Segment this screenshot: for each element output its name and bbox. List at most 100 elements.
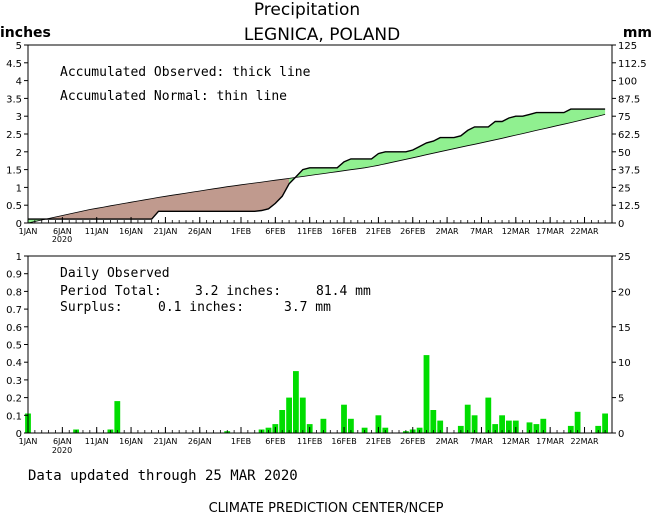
y-inches-tick-label: 2 xyxy=(16,148,22,159)
y-mm-tick-label: 87.5 xyxy=(618,94,640,105)
x-tick-label: 26FEB xyxy=(400,437,425,446)
x-tick-label: 21FEB xyxy=(366,227,391,236)
accumulated-line-layer xyxy=(27,108,606,224)
y-mm-tick-label: 12.5 xyxy=(618,201,640,212)
deficit-area xyxy=(41,178,290,220)
daily-bar xyxy=(293,371,299,433)
daily-bar xyxy=(512,420,519,433)
daily-bar xyxy=(526,422,533,433)
y-inches-tick-label: 0.7 xyxy=(6,305,22,316)
daily-bar xyxy=(286,397,292,433)
accumulated-panel: 00.511.522.533.544.55012.52537.55062.575… xyxy=(6,41,647,230)
y-mm-tick-label: 112.5 xyxy=(618,59,647,70)
accumulated-x-labels: 1JAN 6JAN 11JAN 16JAN 21JAN 26JAN 1FEB 6FEB 11FE… xyxy=(19,227,599,236)
x-tick-label: 7MAR xyxy=(470,437,493,446)
x-tick-label: 21JAN xyxy=(153,227,177,236)
x-tick-label: 11JAN xyxy=(85,437,109,446)
accumulated-normal-line xyxy=(27,114,606,224)
data-updated-note: Data updated through 25 MAR 2020 xyxy=(28,468,298,484)
y-inches-tick-label: 3 xyxy=(16,112,22,123)
y-inches-tick-label: 5 xyxy=(16,41,22,52)
y-inches-tick-label: 0.4 xyxy=(6,358,22,369)
x-tick-label: 1JAN xyxy=(19,227,38,236)
y-inches-tick-label: 1.5 xyxy=(6,166,22,177)
daily-observed-title: Daily Observed xyxy=(60,266,170,281)
left-unit-label: inches xyxy=(0,25,51,41)
accumulated-x-ticks xyxy=(27,217,613,223)
y-mm-tick-label: 15 xyxy=(618,323,631,334)
x-tick-label: 26JAN xyxy=(188,437,212,446)
y-inches-tick-label: 0.3 xyxy=(6,376,22,387)
x-tick-label: 26FEB xyxy=(400,227,425,236)
daily-bar xyxy=(320,418,327,433)
daily-bars xyxy=(25,355,608,433)
daily-bar xyxy=(299,397,306,433)
daily-bar xyxy=(533,424,540,433)
daily-bar xyxy=(485,397,492,433)
year-label-bottom: 2020 xyxy=(52,446,72,455)
legend-observed: Accumulated Observed: thick line xyxy=(60,65,311,80)
x-tick-label: 11FEB xyxy=(297,437,322,446)
x-tick-label: 22MAR xyxy=(570,437,599,446)
accumulated-fill-layer xyxy=(28,109,606,223)
surplus-label: Surplus: xyxy=(60,300,123,315)
x-tick-label: 16JAN xyxy=(119,227,143,236)
y-inches-tick-label: 1 xyxy=(16,252,22,263)
y-mm-tick-label: 5 xyxy=(618,394,624,405)
x-tick-label: 21JAN xyxy=(153,437,177,446)
y-inches-tick-label: 4.5 xyxy=(6,59,22,70)
daily-bar xyxy=(574,411,581,433)
y-inches-tick-label: 0.9 xyxy=(6,270,22,281)
x-tick-label: 1JAN xyxy=(19,437,38,446)
x-tick-label: 26JAN xyxy=(188,227,212,236)
daily-bar xyxy=(540,418,547,433)
daily-bar xyxy=(375,415,382,433)
daily-bar xyxy=(595,425,602,433)
x-tick-label: 2MAR xyxy=(436,437,459,446)
y-inches-tick-label: 0 xyxy=(16,429,22,440)
daily-bar xyxy=(464,404,471,433)
daily-bar xyxy=(471,415,478,433)
x-tick-label: 6FEB xyxy=(265,227,285,236)
x-tick-label: 11JAN xyxy=(85,227,109,236)
daily-bar xyxy=(567,425,574,433)
daily-bar xyxy=(279,410,286,433)
x-tick-label: 6FEB xyxy=(265,437,285,446)
y-inches-tick-label: 0.1 xyxy=(6,411,22,422)
year-label-top: 2020 xyxy=(52,235,72,244)
daily-bar xyxy=(341,404,347,433)
x-tick-label: 7MAR xyxy=(470,227,493,236)
daily-panel: 00.10.20.30.40.50.60.70.80.910510152025 … xyxy=(6,252,631,440)
y-inches-tick-label: 0.2 xyxy=(6,394,22,405)
surplus-area xyxy=(289,109,606,184)
y-mm-tick-label: 62.5 xyxy=(618,130,640,141)
x-tick-label: 1FEB xyxy=(231,437,251,446)
x-tick-label: 6JAN xyxy=(53,227,72,236)
x-tick-label: 12MAR xyxy=(502,227,531,236)
accumulated-observed-line xyxy=(28,108,606,220)
accumulated-y-axes: 00.511.522.533.544.55012.52537.55062.575… xyxy=(6,41,647,230)
y-inches-tick-label: 2.5 xyxy=(6,130,22,141)
y-mm-tick-label: 25 xyxy=(618,252,631,263)
y-inches-tick-label: 0.6 xyxy=(6,323,22,334)
y-mm-tick-label: 75 xyxy=(618,112,631,123)
daily-x-ticks xyxy=(27,427,613,433)
y-mm-tick-label: 0 xyxy=(618,219,624,230)
period-total-label: Period Total: xyxy=(60,284,162,299)
daily-bar xyxy=(457,425,464,433)
y-inches-tick-label: 0.8 xyxy=(6,287,22,298)
y-mm-tick-label: 10 xyxy=(618,358,631,369)
period-total-mm: 81.4 mm xyxy=(316,284,371,299)
period-total-inches: 3.2 inches: xyxy=(195,284,281,299)
y-mm-tick-label: 20 xyxy=(618,287,631,298)
x-tick-label: 12MAR xyxy=(502,437,531,446)
y-inches-tick-label: 3.5 xyxy=(6,94,22,105)
legend-normal: Accumulated Normal: thin line xyxy=(60,89,287,104)
x-tick-label: 2MAR xyxy=(436,227,459,236)
daily-bar xyxy=(602,413,608,433)
y-inches-tick-label: 4 xyxy=(16,77,22,88)
right-unit-label: mm xyxy=(623,25,652,41)
x-tick-label: 22MAR xyxy=(570,227,599,236)
